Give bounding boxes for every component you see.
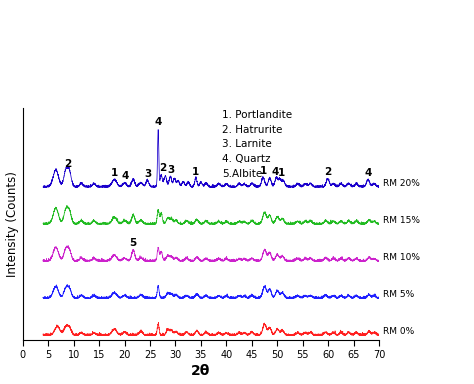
Text: 4: 4 — [365, 168, 372, 178]
Text: 1: 1 — [259, 166, 267, 176]
Text: RM 20%: RM 20% — [383, 179, 420, 187]
Text: 1: 1 — [278, 168, 285, 178]
Text: 5: 5 — [129, 238, 137, 248]
X-axis label: 2θ: 2θ — [191, 364, 210, 379]
Text: 4: 4 — [122, 170, 129, 180]
Text: 1. Portlandite
2. Hatrurite
3. Larnite
4. Quartz
5.Albite: 1. Portlandite 2. Hatrurite 3. Larnite 4… — [222, 110, 292, 179]
Text: 1: 1 — [192, 167, 200, 177]
Text: 4: 4 — [271, 167, 279, 177]
Text: RM 15%: RM 15% — [383, 216, 420, 225]
Y-axis label: Intensity (Counts): Intensity (Counts) — [6, 171, 18, 276]
Text: 2: 2 — [324, 167, 331, 177]
Text: 3: 3 — [168, 165, 175, 175]
Text: 2: 2 — [159, 163, 166, 173]
Text: RM 10%: RM 10% — [383, 253, 420, 262]
Text: 3: 3 — [144, 169, 151, 179]
Text: RM 5%: RM 5% — [383, 290, 415, 299]
Text: RM 0%: RM 0% — [383, 327, 415, 336]
Text: 4: 4 — [155, 118, 162, 127]
Text: 2: 2 — [64, 159, 71, 169]
Text: 1: 1 — [111, 168, 118, 178]
